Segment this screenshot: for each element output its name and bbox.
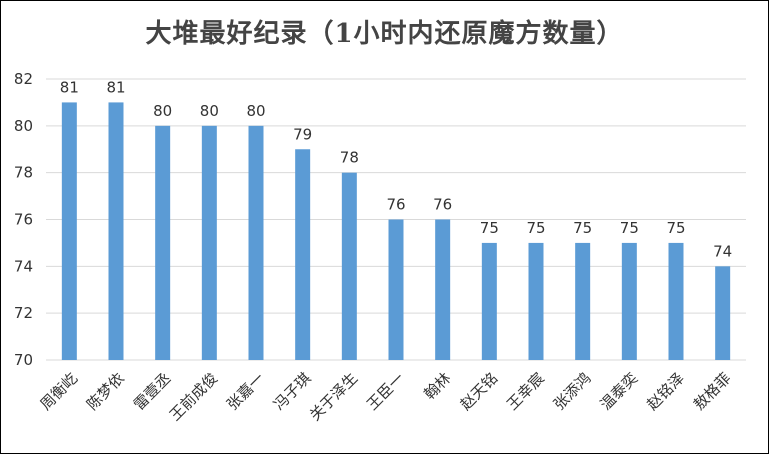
x-category-label: 张嘉一: [223, 369, 268, 414]
chart-title: 大堆最好纪录（1小时内还原魔方数量）: [145, 19, 624, 49]
x-category-label: 周衡屹: [37, 369, 82, 414]
bars: [61, 102, 731, 361]
y-tick-label: 70: [14, 351, 33, 369]
data-label: 80: [153, 102, 172, 120]
bar: [435, 219, 451, 360]
y-tick-label: 80: [14, 117, 33, 135]
data-label: 76: [433, 196, 452, 214]
data-label: 75: [526, 219, 545, 237]
x-category-label: 温泰奕: [597, 369, 642, 414]
bar: [621, 242, 637, 360]
bar: [61, 102, 77, 361]
data-label: 75: [666, 219, 685, 237]
x-category-label: 翰林: [421, 369, 455, 403]
data-label: 81: [60, 78, 79, 96]
x-category-label: 赵铭泽: [643, 369, 688, 414]
bar: [668, 242, 684, 360]
y-tick-label: 74: [14, 257, 33, 275]
bar: [341, 172, 357, 360]
x-category-label: 冯子琪: [270, 369, 315, 414]
data-label: 80: [246, 102, 265, 120]
y-axis-ticks: 70 72 74 76 78 80 82: [14, 70, 33, 369]
bar: [715, 266, 731, 360]
data-label: 75: [573, 219, 592, 237]
bar: [481, 242, 497, 360]
x-category-label: 张添鸿: [550, 369, 595, 414]
data-label: 74: [713, 242, 732, 260]
data-label: 75: [480, 219, 499, 237]
data-label: 75: [620, 219, 639, 237]
data-label: 78: [340, 149, 359, 167]
bar: [388, 219, 404, 360]
data-label: 79: [293, 125, 312, 143]
x-category-label: 敖格菲: [690, 369, 735, 414]
y-tick-label: 76: [14, 211, 33, 229]
x-category-label: 王幸宸: [503, 369, 548, 414]
data-label: 76: [386, 196, 405, 214]
bar: [108, 102, 124, 361]
x-category-label: 王前成俊: [166, 369, 221, 424]
data-label: 80: [200, 102, 219, 120]
x-category-label: 赵天铭: [457, 369, 502, 414]
bar: [575, 242, 591, 360]
data-label: 81: [106, 78, 125, 96]
y-tick-label: 82: [14, 70, 33, 88]
x-category-label: 陈梦依: [83, 369, 128, 414]
data-labels: 81 81 80 80 80 79 78 76 76 75 75 75 75 75 74: [60, 78, 732, 260]
bar: [201, 125, 217, 360]
x-category-label: 关于泽生: [306, 369, 361, 424]
bar: [155, 125, 171, 360]
bar: [295, 149, 311, 360]
y-tick-label: 78: [14, 164, 33, 182]
y-tick-label: 72: [14, 304, 33, 322]
x-category-label: 王臣一: [363, 369, 408, 414]
bar: [248, 125, 264, 360]
bar: [528, 242, 544, 360]
x-category-label: 雷壹丞: [130, 369, 175, 414]
